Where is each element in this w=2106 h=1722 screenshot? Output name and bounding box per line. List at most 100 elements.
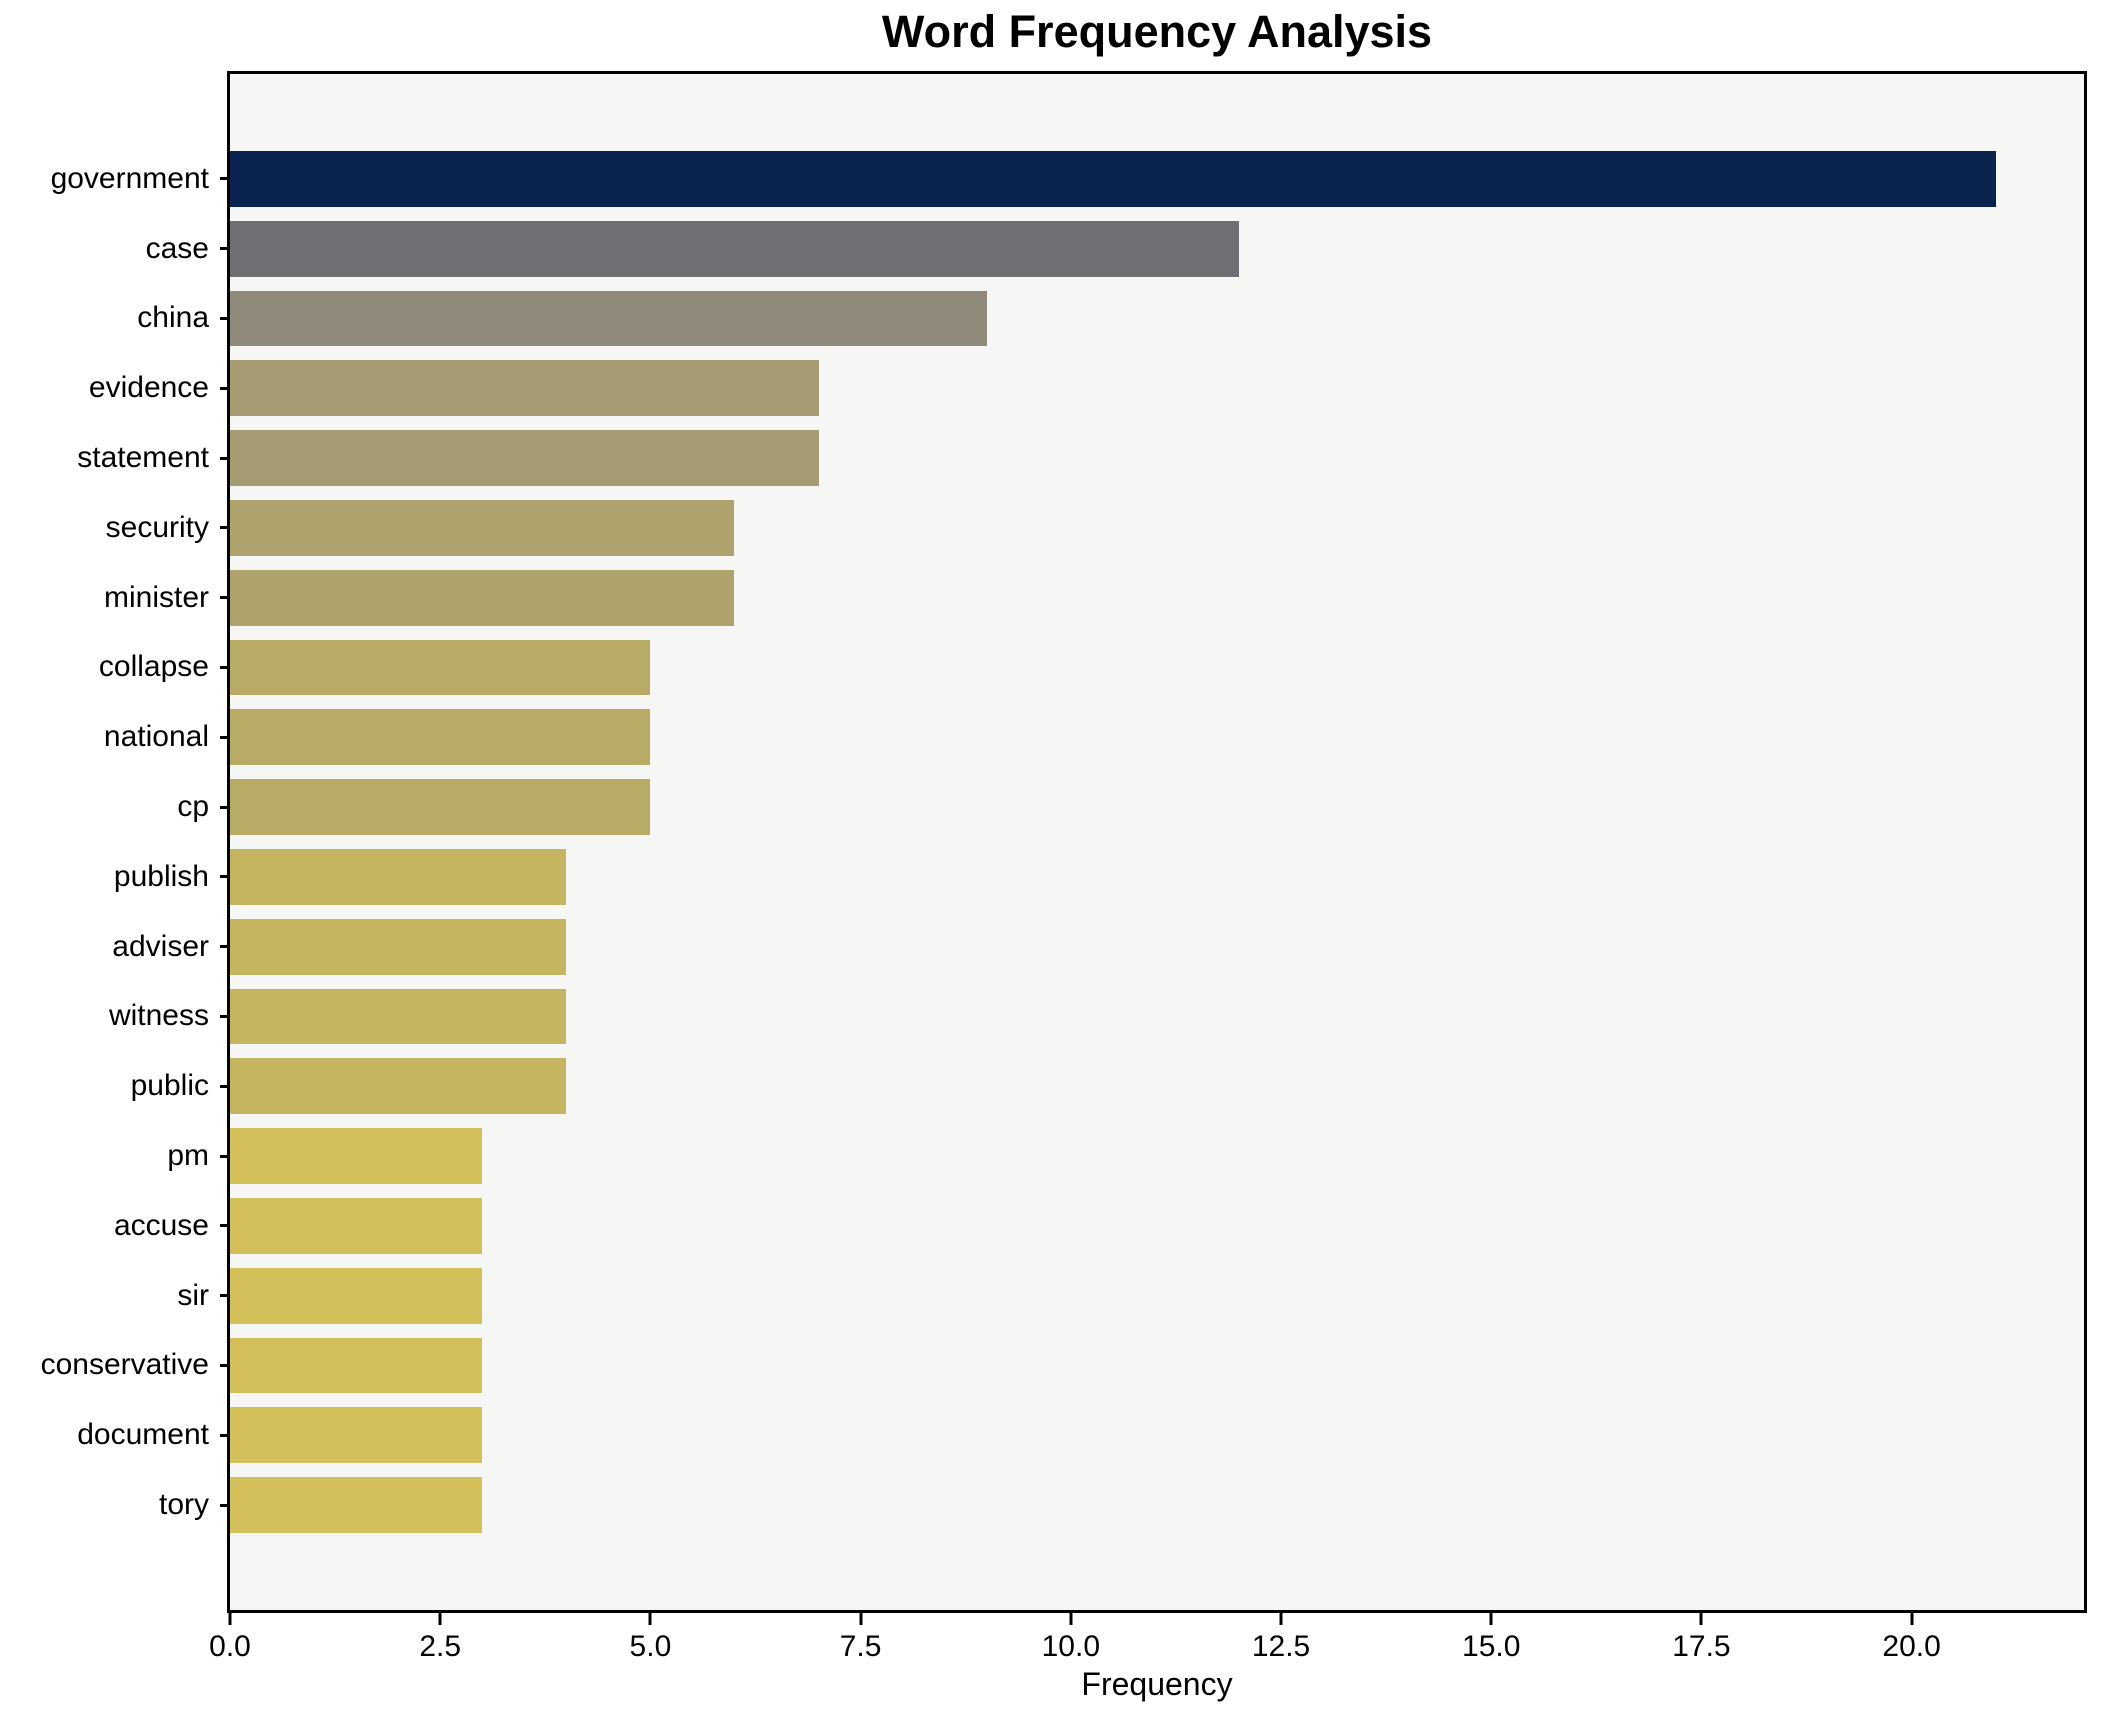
- bar-case: [230, 220, 1239, 277]
- y-tick-label: national: [103, 720, 209, 754]
- x-tick-label: 17.5: [1672, 1630, 1731, 1663]
- x-tick: [1279, 1613, 1283, 1625]
- bar-row-sir: sir: [177, 1261, 2084, 1331]
- bar-minister: [230, 569, 735, 626]
- bar-row-security: security: [106, 493, 2084, 563]
- y-tick: [220, 177, 230, 181]
- x-tick: [1910, 1613, 1914, 1625]
- y-tick-label: public: [130, 1069, 209, 1103]
- bar-row-national: national: [104, 702, 2084, 772]
- y-tick: [220, 875, 230, 879]
- x-axis-label: Frequency: [1081, 1666, 1233, 1702]
- y-tick-label: minister: [103, 580, 209, 614]
- bar-collapse: [230, 639, 651, 696]
- bar-publish: [230, 848, 567, 905]
- bar-accuse: [230, 1197, 483, 1254]
- y-tick: [220, 386, 230, 390]
- bar-document: [230, 1407, 483, 1464]
- y-tick-label: publish: [113, 859, 209, 893]
- bar-china: [230, 290, 987, 347]
- bar-cp: [230, 779, 651, 835]
- bar-government: [230, 150, 1996, 207]
- y-tick: [220, 1154, 230, 1158]
- y-tick: [220, 1433, 230, 1437]
- plot-area: government case china evidence statement secu…: [41, 71, 2087, 1663]
- y-tick: [220, 1294, 230, 1298]
- y-tick: [220, 1363, 230, 1367]
- bar-statement: [230, 430, 819, 486]
- x-tick: [1699, 1613, 1703, 1625]
- x-tick-label: 15.0: [1462, 1630, 1521, 1663]
- y-tick: [220, 596, 230, 600]
- y-tick: [220, 456, 230, 460]
- y-tick: [220, 945, 230, 949]
- bar-row-publish: publish: [114, 842, 2084, 912]
- bar-row-collapse: collapse: [99, 633, 2084, 703]
- bar-row-evidence: evidence: [89, 353, 2084, 423]
- bar-row-witness: witness: [109, 982, 2084, 1052]
- y-tick: [220, 247, 230, 251]
- chart-title: Word Frequency Analysis: [881, 6, 1433, 57]
- y-tick-label: document: [77, 1418, 209, 1452]
- x-tick: [438, 1613, 442, 1625]
- bar-adviser: [230, 918, 567, 975]
- y-tick-label: pm: [167, 1139, 209, 1173]
- y-tick-label: government: [50, 161, 209, 195]
- x-tick: [648, 1613, 652, 1625]
- bar-row-accuse: accuse: [114, 1191, 2084, 1261]
- bar-public: [230, 1058, 567, 1115]
- y-tick: [220, 805, 230, 809]
- y-tick: [220, 1014, 230, 1018]
- x-tick-label: 12.5: [1251, 1630, 1311, 1663]
- x-tick: [1489, 1613, 1493, 1625]
- y-tick-label: evidence: [88, 371, 209, 405]
- x-tick: [859, 1613, 863, 1625]
- y-tick-label: adviser: [112, 929, 209, 963]
- y-tick-label: conservative: [40, 1348, 209, 1382]
- bar-conservative: [230, 1337, 483, 1394]
- bar-row-minister: minister: [104, 563, 2084, 633]
- y-tick: [220, 665, 230, 669]
- bar-security: [230, 499, 735, 556]
- x-tick-label: 10.0: [1041, 1630, 1101, 1663]
- y-tick-label: security: [105, 510, 209, 544]
- x-tick-label: 2.5: [419, 1630, 462, 1663]
- y-tick-label: tory: [158, 1488, 209, 1522]
- y-tick: [220, 526, 230, 530]
- y-tick: [220, 316, 230, 320]
- y-tick-label: cp: [177, 790, 209, 824]
- bar-row-cp: cp: [177, 772, 2084, 842]
- y-tick-label: accuse: [113, 1208, 209, 1242]
- bar-row-tory: tory: [159, 1470, 2084, 1540]
- y-tick-label: statement: [77, 441, 209, 475]
- y-tick: [220, 735, 230, 739]
- x-tick-label: 0.0: [209, 1630, 251, 1663]
- x-tick-label: 5.0: [629, 1630, 672, 1663]
- bar-pm: [230, 1128, 483, 1184]
- bar-row-adviser: adviser: [112, 912, 2084, 982]
- bar-national: [230, 709, 651, 766]
- x-tick: [1069, 1613, 1073, 1625]
- bar-row-government: government: [51, 144, 2084, 214]
- y-tick-label: witness: [108, 999, 209, 1033]
- bar-row-conservative: conservative: [41, 1331, 2084, 1401]
- bar-sir: [230, 1267, 483, 1324]
- bar-row-statement: statement: [77, 423, 2084, 493]
- y-tick: [220, 1503, 230, 1507]
- bar-tory: [230, 1477, 483, 1533]
- bar-row-pm: pm: [167, 1121, 2084, 1191]
- x-tick-label: 20.0: [1882, 1630, 1941, 1663]
- bar-row-case: case: [146, 214, 2084, 284]
- y-tick: [220, 1224, 230, 1228]
- x-tick: [228, 1613, 232, 1625]
- y-tick-label: case: [145, 231, 209, 265]
- bar-witness: [230, 988, 567, 1045]
- y-tick: [220, 1084, 230, 1088]
- y-tick-label: sir: [177, 1278, 209, 1312]
- bar-row-document: document: [77, 1400, 2084, 1470]
- bar-evidence: [230, 360, 819, 417]
- bar-row-public: public: [131, 1051, 2084, 1121]
- y-tick-label: collapse: [98, 650, 209, 684]
- bar-rows: government case china evidence statement secu…: [41, 144, 2084, 1540]
